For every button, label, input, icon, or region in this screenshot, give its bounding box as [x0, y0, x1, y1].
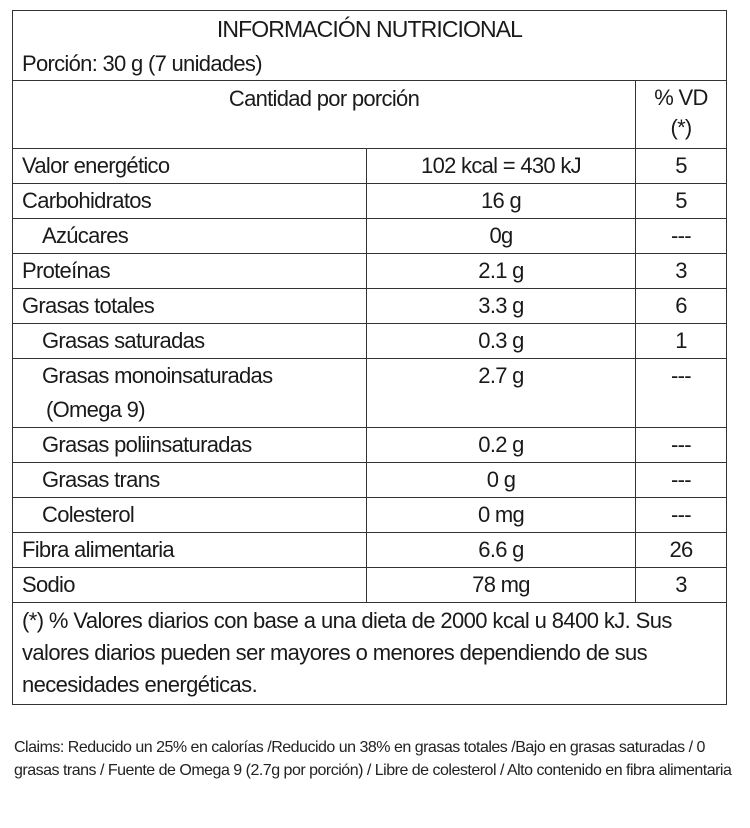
nutrient-row: Grasas totales 3.3 g 6 — [13, 288, 726, 323]
nutrient-name-text: Grasas monoinsaturadas — [42, 363, 273, 388]
nutrient-amount: 0g — [367, 219, 636, 253]
nutrient-amount: 0.2 g — [367, 428, 636, 462]
nutrient-dv: 3 — [675, 258, 687, 283]
nutrient-name-text: Grasas totales — [22, 293, 155, 318]
nutrient-row: Grasas monoinsaturadas (Omega 9) 2.7 g --- — [13, 358, 726, 427]
nutrient-dv: 1 — [675, 328, 687, 353]
header-dv-label: % VD — [654, 85, 708, 110]
nutrient-name-text: Grasas trans — [42, 467, 160, 492]
nutrient-name-text: Fibra alimentaria — [22, 537, 175, 562]
nutrient-name: Sodio — [13, 568, 367, 602]
nutrient-name-subtext: (Omega 9) — [46, 397, 146, 422]
nutrient-name: Grasas monoinsaturadas (Omega 9) — [13, 359, 367, 427]
nutrient-name-text: Valor energético — [22, 153, 170, 178]
title-row: INFORMACIÓN NUTRICIONAL — [13, 11, 726, 47]
nutrient-amount: 2.7 g — [367, 359, 636, 427]
nutrient-dv: 26 — [669, 537, 693, 562]
nutrient-row: Proteínas 2.1 g 3 — [13, 253, 726, 288]
header-row: Cantidad por porción % VD (*) — [13, 80, 726, 148]
table-title: INFORMACIÓN NUTRICIONAL — [216, 16, 523, 42]
nutrient-name-text: Grasas poliinsaturadas — [42, 432, 252, 457]
nutrient-row: Colesterol 0 mg --- — [13, 497, 726, 532]
nutrient-row: Grasas trans 0 g --- — [13, 462, 726, 497]
portion-text: Porción: 30 g (7 unidades) — [22, 51, 263, 76]
nutrient-amount: 3.3 g — [367, 289, 636, 323]
nutrient-dv: 5 — [675, 153, 687, 178]
nutrient-dv: 3 — [675, 572, 687, 597]
claims-text: Claims: Reducido un 25% en calorías /Red… — [14, 739, 732, 779]
footnote-row: (*) % Valores diarios con base a una die… — [13, 602, 726, 704]
nutrient-dv: --- — [671, 467, 692, 492]
nutrient-name-text: Proteínas — [22, 258, 111, 283]
nutrient-amount: 78 mg — [367, 568, 636, 602]
header-amount: Cantidad por porción — [13, 81, 636, 148]
nutrient-row: Fibra alimentaria 6.6 g 26 — [13, 532, 726, 567]
nutrient-name-text: Grasas saturadas — [42, 328, 205, 353]
nutrient-name: Azúcares — [13, 219, 367, 253]
nutrient-row: Carbohidratos 16 g 5 — [13, 183, 726, 218]
nutrient-row: Grasas poliinsaturadas 0.2 g --- — [13, 427, 726, 462]
portion-row: Porción: 30 g (7 unidades) — [13, 47, 726, 80]
nutrient-dv: --- — [671, 363, 692, 388]
nutrient-dv: --- — [671, 223, 692, 248]
nutrient-amount: 6.6 g — [367, 533, 636, 567]
nutrient-amount: 0 mg — [367, 498, 636, 532]
nutrient-amount: 16 g — [367, 184, 636, 218]
header-dv: % VD (*) — [636, 81, 726, 148]
nutrient-name-text: Azúcares — [42, 223, 129, 248]
nutrient-amount: 2.1 g — [367, 254, 636, 288]
nutrient-amount: 102 kcal = 430 kJ — [367, 149, 636, 183]
nutrient-name: Grasas totales — [13, 289, 367, 323]
nutrient-dv: --- — [671, 502, 692, 527]
nutrient-amount: 0 g — [367, 463, 636, 497]
nutrient-row: Azúcares 0g --- — [13, 218, 726, 253]
nutrient-dv: 6 — [675, 293, 687, 318]
footnote: (*) % Valores diarios con base a una die… — [22, 608, 672, 697]
nutrient-name-text: Carbohidratos — [22, 188, 152, 213]
nutrient-name: Grasas poliinsaturadas — [13, 428, 367, 462]
nutrient-name-text: Sodio — [22, 572, 75, 597]
nutrient-name: Grasas saturadas — [13, 324, 367, 358]
nutrient-amount: 0.3 g — [367, 324, 636, 358]
nutrient-name-text: Colesterol — [42, 502, 135, 527]
nutrient-name: Proteínas — [13, 254, 367, 288]
nutrient-name: Carbohidratos — [13, 184, 367, 218]
nutrient-dv: 5 — [675, 188, 687, 213]
nutrient-row: Grasas saturadas 0.3 g 1 — [13, 323, 726, 358]
nutrient-name: Colesterol — [13, 498, 367, 532]
nutrient-row: Sodio 78 mg 3 — [13, 567, 726, 602]
nutrition-table: INFORMACIÓN NUTRICIONAL Porción: 30 g (7… — [12, 10, 727, 705]
nutrient-row: Valor energético 102 kcal = 430 kJ 5 — [13, 148, 726, 183]
nutrient-dv: --- — [671, 432, 692, 457]
header-dv-asterisk: (*) — [670, 115, 692, 140]
nutrient-name: Fibra alimentaria — [13, 533, 367, 567]
nutrient-name: Grasas trans — [13, 463, 367, 497]
nutrient-name: Valor energético — [13, 149, 367, 183]
